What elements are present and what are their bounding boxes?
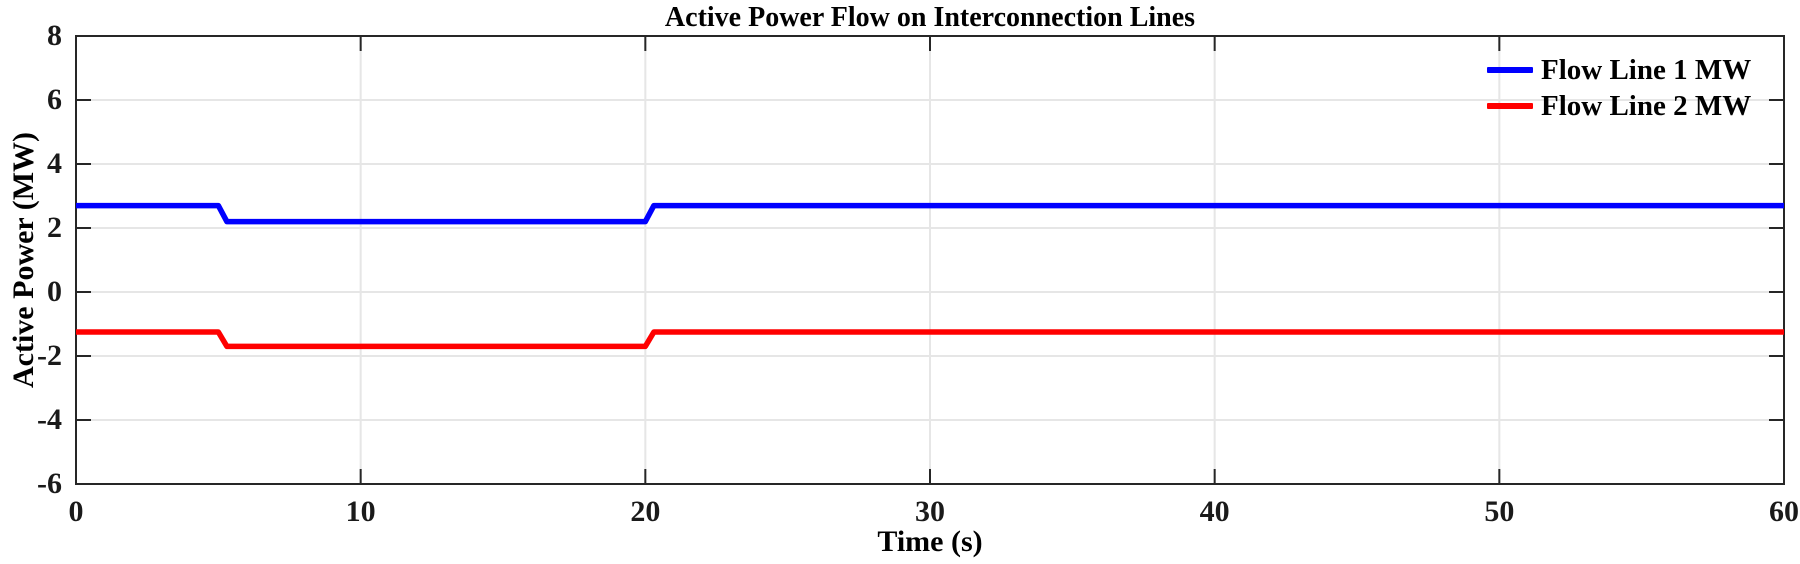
legend-line-sample-red (1487, 103, 1533, 109)
x-axis-label: Time (s) (877, 525, 983, 558)
legend-line-sample-blue (1487, 67, 1533, 73)
y-tick-label: -4 (37, 403, 62, 436)
x-tick-label: 60 (1769, 495, 1799, 528)
y-tick-label: 6 (47, 83, 62, 116)
y-tick-label: 2 (47, 211, 62, 244)
series-line-flow-line-1-mw (76, 202, 1784, 225)
x-tick-label: 40 (1199, 495, 1230, 528)
series-line-flow-line-2-mw (76, 329, 1784, 350)
legend-entry: Flow Line 2 MW (1487, 88, 1751, 124)
legend-label: Flow Line 2 MW (1541, 89, 1752, 122)
legend-label: Flow Line 1 MW (1541, 53, 1752, 86)
y-tick-label: 4 (47, 147, 62, 180)
legend: Flow Line 1 MW Flow Line 2 MW (1487, 52, 1751, 124)
x-tick-label: 20 (630, 495, 661, 528)
x-tick-label: 10 (345, 495, 376, 528)
y-tick-label: 0 (47, 275, 62, 308)
tick-marks (75, 35, 1785, 485)
x-tick-label: 50 (1484, 495, 1515, 528)
y-tick-label: -6 (37, 467, 62, 500)
legend-entry: Flow Line 1 MW (1487, 52, 1751, 88)
chart-title: Active Power Flow on Interconnection Lin… (664, 2, 1196, 33)
gridlines (76, 36, 1784, 484)
x-tick-label: 30 (915, 495, 945, 528)
x-tick-label: 0 (68, 495, 84, 528)
y-tick-label: -2 (37, 339, 62, 372)
series-lines (76, 202, 1784, 350)
y-tick-label: 8 (47, 19, 62, 52)
